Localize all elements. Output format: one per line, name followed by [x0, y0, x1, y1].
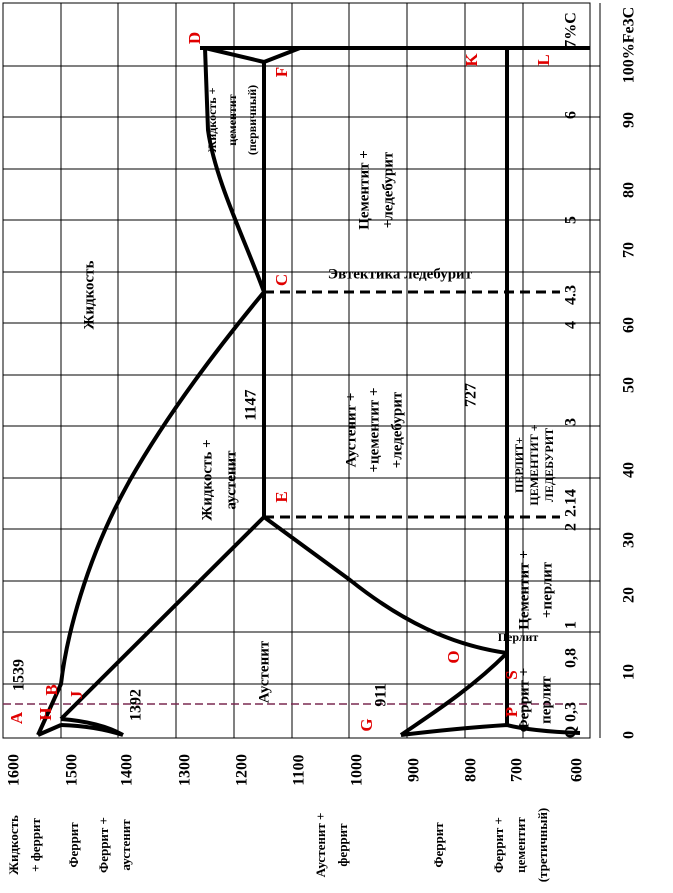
carbon-tick: 2.14 — [563, 489, 580, 517]
point-label: S — [502, 670, 521, 679]
region-label: Феррит + — [516, 668, 532, 733]
temperature-label: 1392 — [128, 689, 145, 721]
region-label: аустенит — [223, 450, 239, 510]
phase-label: Жидкость — [6, 815, 21, 875]
region-label: +перлит — [539, 561, 555, 618]
phase-lines — [3, 46, 590, 737]
phase-label: Феррит + — [96, 817, 111, 873]
point-label: F — [272, 67, 291, 77]
phase-label: (третичный) — [535, 808, 550, 883]
carbon-tick: 5 — [563, 216, 580, 224]
fe3c-tick: 60 — [621, 317, 638, 333]
point-label: C — [272, 274, 291, 286]
point-label: H — [36, 707, 55, 720]
region-label: ПЕРЛИТ+ — [512, 437, 526, 493]
delta-lines — [60, 717, 124, 737]
point-label: A — [7, 711, 26, 724]
point-label: G — [357, 718, 376, 731]
region-label: перлит — [538, 676, 554, 724]
frame — [2, 2, 591, 739]
region-label: +цементит + — [366, 387, 382, 472]
fe3c-tick: 10 — [621, 664, 638, 680]
fe3c-tick: 40 — [621, 462, 638, 478]
temperature-label: 727 — [463, 383, 480, 407]
labels: 1600 1500 1400 1300 1200 1100 1000 900 800 700 600… — [6, 7, 638, 882]
phase-label: Феррит + — [491, 817, 506, 873]
fe3c-tick: 20 — [621, 587, 638, 603]
carbon-tick: 6 — [563, 111, 580, 119]
region-label: Жидкость — [81, 260, 97, 329]
phase-label: Феррит — [66, 822, 81, 868]
carbon-tick: 3 — [563, 418, 580, 426]
point-label: J — [67, 690, 86, 699]
fe3c-tick: 30 — [621, 532, 638, 548]
region-label: Жидкость + — [199, 439, 215, 520]
fe3c-tick: 90 — [621, 112, 638, 128]
phase-label: + феррит — [28, 818, 43, 872]
temperature-tick: 900 — [406, 758, 423, 782]
temperature-tick: 1100 — [291, 754, 308, 785]
point-label: P — [502, 707, 521, 717]
point-label: L — [534, 54, 553, 65]
region-label: ЛЕДЕБУРИТ — [542, 428, 556, 502]
carbon-tick: 1 — [563, 621, 580, 629]
point-label: Q — [563, 726, 580, 738]
carbon-tick: 2 — [563, 523, 580, 531]
temperature-tick: 700 — [509, 758, 526, 782]
region-label: (первичный) — [245, 85, 259, 155]
fe3c-tick: 50 — [621, 377, 638, 393]
liquidus — [36, 47, 266, 736]
temperature-tick: 1300 — [177, 754, 194, 786]
phase-label: Феррит — [431, 822, 446, 868]
region-label: Цементит + — [516, 550, 532, 630]
temperature-label: 911 — [373, 683, 390, 706]
grid — [2, 2, 601, 739]
grid-lines — [3, 3, 601, 738]
temperature-tick: 1500 — [64, 754, 81, 786]
carbon-tick: 0,8 — [563, 648, 580, 668]
point-label: O — [444, 650, 463, 663]
region-label: Аустенит + — [343, 393, 359, 468]
region-label: цементит — [225, 94, 239, 145]
temperature-tick: 1000 — [349, 754, 366, 786]
temperature-tick: 800 — [463, 758, 480, 782]
dashed-line — [264, 290, 560, 519]
region-label: Цементит + — [356, 150, 372, 230]
carbon-tick: 4.3 — [563, 285, 580, 305]
region-label: ЦЕМЕНТИТ + — [527, 424, 541, 505]
phase-label: феррит — [335, 823, 350, 867]
point-label: K — [462, 53, 481, 67]
region-label: Перлит — [498, 630, 539, 644]
horizontals — [200, 46, 590, 725]
gamma-lines — [399, 651, 581, 737]
fe3c-tick: 100%Fe3C — [621, 7, 638, 83]
region-label: Эвтектика ледебурит — [328, 266, 473, 282]
temperature-tick: 1600 — [6, 754, 23, 786]
carbon-tick: 0,3 — [563, 702, 580, 722]
point-label: D — [185, 32, 204, 44]
carbon-tick: 4 — [563, 321, 580, 329]
temperature-label: 1147 — [243, 389, 260, 420]
region-label: +ледебурит — [389, 391, 405, 468]
fe3c-tick: 70 — [621, 242, 638, 258]
temperature-tick: 1200 — [234, 754, 251, 786]
phase-label: аустенит — [118, 819, 133, 871]
fe3c-tick: 80 — [621, 182, 638, 198]
region-label: +ледебурит — [380, 151, 396, 228]
fe3c-tick: 0 — [621, 731, 638, 739]
point-label: E — [272, 491, 291, 502]
solidus — [37, 515, 508, 737]
carbon-tick: 7%C — [563, 12, 580, 48]
temperature-label: 1539 — [11, 659, 28, 691]
region-label: Жидкость + — [205, 87, 219, 152]
region-label: Аустенит — [256, 640, 272, 703]
temperature-tick: 1400 — [119, 754, 136, 786]
phase-label: цементит — [513, 817, 528, 873]
phase-label: Аустенит + — [313, 813, 328, 878]
temperature-tick: 600 — [569, 758, 586, 782]
point-label: B — [42, 684, 61, 695]
